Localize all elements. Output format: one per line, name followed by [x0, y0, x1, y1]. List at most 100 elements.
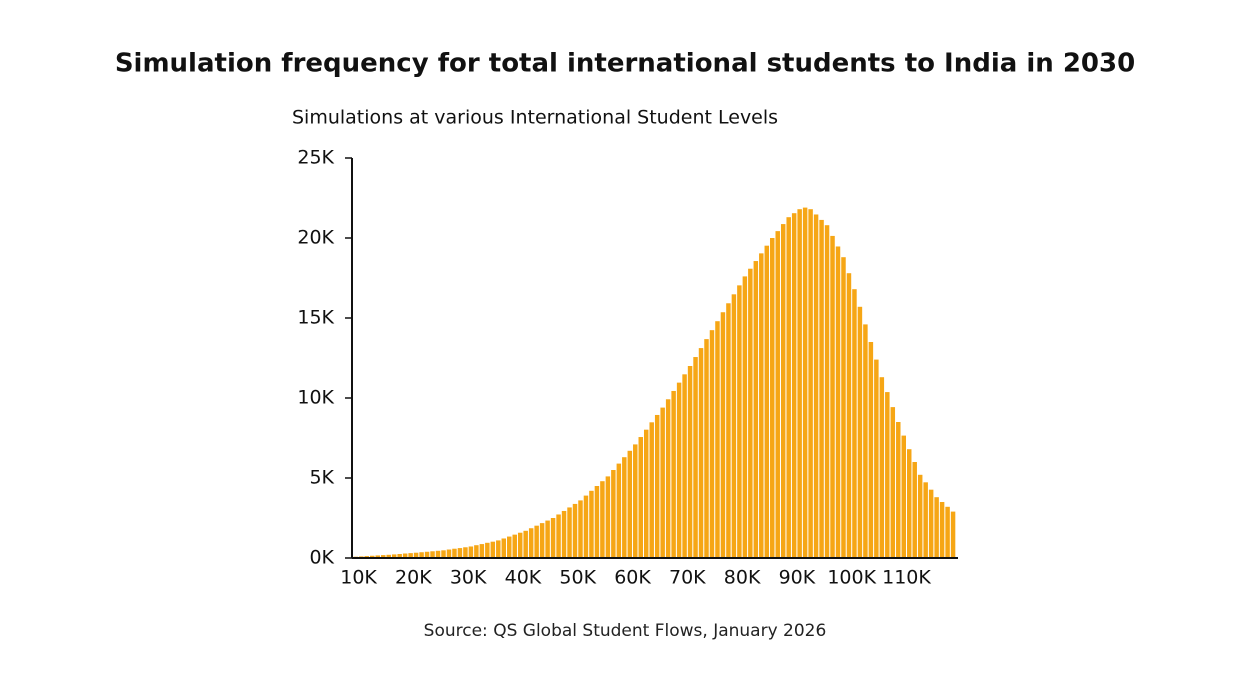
bar [890, 407, 896, 558]
bar [413, 552, 419, 558]
bar [600, 481, 605, 558]
bar [950, 511, 956, 558]
bar [397, 554, 402, 558]
bar [507, 536, 512, 558]
bar [863, 324, 868, 558]
bar [528, 528, 534, 558]
bar [835, 246, 841, 559]
bar [485, 542, 490, 558]
bar [852, 289, 857, 558]
bar [939, 502, 945, 558]
bar [759, 253, 764, 559]
bar [594, 486, 600, 558]
bar [917, 474, 923, 558]
bar [430, 551, 435, 558]
bar [945, 506, 950, 558]
bar [726, 303, 731, 558]
bar [764, 245, 770, 558]
x-tick-label: 10K [340, 567, 377, 589]
bar [731, 294, 737, 558]
bar [874, 359, 879, 558]
y-tick-label: 25K [297, 147, 334, 169]
bar [583, 495, 589, 558]
bar [468, 546, 474, 558]
bar [649, 422, 654, 558]
bar [435, 550, 441, 558]
bar [622, 457, 627, 558]
x-tick-label: 90K [779, 567, 816, 589]
bar [857, 306, 863, 558]
source-note: Source: QS Global Student Flows, January… [424, 621, 827, 641]
bar [534, 525, 539, 558]
bar [660, 407, 665, 558]
bar [605, 476, 611, 558]
bar [928, 489, 934, 558]
bar [419, 552, 424, 558]
bar [780, 224, 786, 558]
bar [479, 544, 485, 558]
bar [474, 545, 479, 558]
y-tick-label: 15K [297, 307, 334, 329]
bar [611, 470, 616, 558]
bar [753, 261, 759, 558]
bar [446, 549, 452, 558]
bar [441, 550, 446, 558]
y-tick-label: 10K [297, 387, 334, 409]
y-tick-label: 20K [297, 227, 334, 249]
bar [775, 231, 780, 558]
bar [643, 429, 649, 558]
x-tick-label: 50K [559, 567, 596, 589]
bar [693, 357, 698, 558]
x-tick-label: 80K [724, 567, 761, 589]
bar [550, 518, 556, 558]
bar [408, 553, 413, 558]
bar [720, 312, 726, 558]
bar [879, 377, 885, 558]
bar [682, 374, 687, 558]
bar [912, 462, 917, 558]
bar [463, 547, 468, 558]
bar [737, 285, 742, 558]
bar [808, 209, 813, 558]
bar [375, 555, 380, 558]
bar [638, 437, 643, 558]
bar [698, 348, 704, 558]
bar [813, 214, 819, 559]
bar [391, 554, 397, 558]
bar [791, 213, 797, 558]
bar [676, 382, 682, 558]
bar [380, 555, 386, 558]
y-tick-label: 0K [309, 547, 334, 569]
bar [545, 520, 550, 558]
bar [770, 238, 775, 558]
x-tick-label: 100K [827, 567, 876, 589]
x-tick-label: 70K [669, 567, 706, 589]
bar [654, 414, 660, 558]
bar [665, 399, 671, 558]
bar [539, 523, 545, 558]
bar [819, 219, 824, 559]
bar [687, 366, 693, 558]
bar [578, 500, 583, 558]
bar [901, 435, 906, 558]
bar [824, 225, 830, 558]
bar [523, 530, 528, 558]
bar [370, 555, 375, 558]
bar [906, 449, 912, 558]
bar [934, 497, 939, 558]
bar [802, 207, 808, 558]
bar [424, 551, 430, 558]
bar [715, 321, 720, 558]
bar [896, 422, 901, 558]
bar [786, 217, 791, 558]
bar [517, 532, 523, 558]
x-tick-label: 110K [882, 567, 931, 589]
bar [633, 444, 638, 558]
x-tick-label: 30K [450, 567, 487, 589]
bar [452, 548, 457, 558]
bar [556, 514, 561, 558]
bar [846, 273, 852, 558]
chart-subtitle: Simulations at various International Stu… [292, 107, 778, 129]
bar [561, 510, 567, 558]
